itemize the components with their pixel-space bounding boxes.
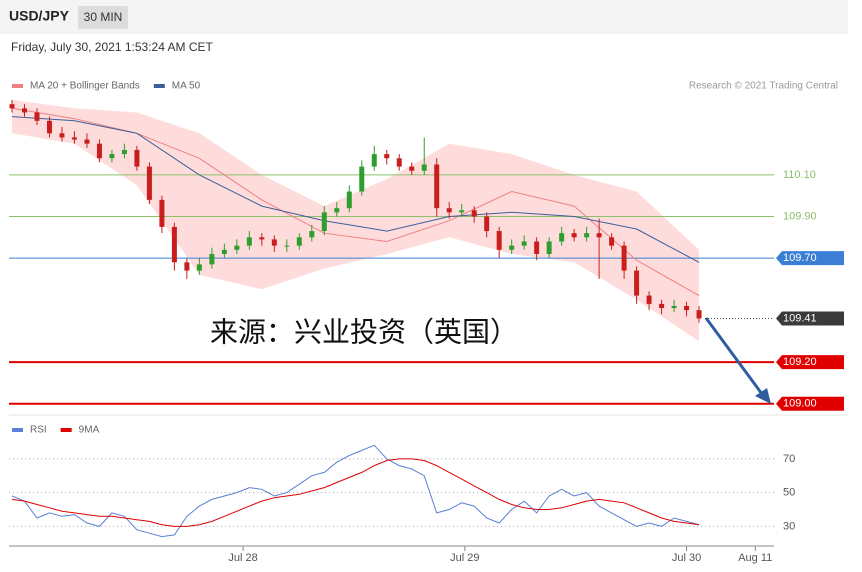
level-badge [776,355,844,370]
candle-body [96,143,102,159]
candle-body [459,210,465,213]
x-tick-label: Jul 30 [672,552,701,564]
candle-body [584,233,590,238]
level-label: 109.20 [783,356,817,368]
candle-body [171,226,177,263]
candle-body [334,208,340,213]
candle-body [484,216,490,232]
legend-swatch [12,84,23,88]
y-tick-label: 30 [783,520,795,532]
candle-body [359,166,365,192]
candle-body [296,237,302,246]
ma-line [11,116,700,263]
candle-body [46,120,52,134]
candle-body [634,270,640,296]
candle-body [134,149,140,167]
candle-body [234,245,240,250]
y-tick-label: 70 [783,453,795,465]
candle-body [496,231,502,250]
candle-body [184,262,190,271]
level-badge [776,396,844,411]
candle-body [84,139,90,144]
candle-body [409,166,415,171]
level-badge [776,251,844,266]
candle-body [196,264,202,271]
candle-body [521,241,527,246]
legend-label: MA 20 + Bollinger Bands [30,81,140,92]
indicator-line [11,458,700,527]
candle-body [434,164,440,209]
candle-body [259,237,265,240]
candle-body [596,233,602,238]
legend-label: 9MA [79,425,100,436]
forecast-arrow [704,317,764,395]
candle-body [684,305,690,311]
candle-body [371,154,377,167]
candle-body [571,233,577,238]
level-label: 109.41 [783,312,817,324]
candle-body [659,303,665,309]
symbol: USD/JPY [9,8,70,24]
candle-body [34,112,40,121]
legend-label: MA 50 [172,81,201,92]
legend-swatch [60,428,72,432]
x-tick-label: Aug 11 [738,552,772,564]
candle-body [384,154,390,159]
legend-label: RSI [30,425,47,436]
level-badge [776,311,844,326]
candle-body [121,149,127,155]
candle-body [159,199,165,227]
x-tick-label: Jul 29 [450,552,479,564]
legend-swatch [12,428,23,432]
datetime: Friday, July 30, 2021 1:53:24 AM CET [11,40,214,54]
candle-body [21,108,27,113]
level-label: 109.90 [783,210,817,222]
candle-body [534,241,540,254]
credit: Research © 2021 Trading Central [689,81,838,92]
candle-body [271,239,277,246]
level-label: 109.70 [783,252,817,264]
legend-swatch [153,84,165,88]
plots: MA 20 + Bollinger Bands MA 50 110.10 109.90… [9,81,844,564]
candle-body [209,253,215,265]
candle-body [559,233,565,242]
candle-body [446,208,452,213]
candle-body [59,133,65,138]
indicator-line [11,444,700,538]
candle-body [9,104,15,109]
y-tick-label: 50 [783,487,795,499]
candle-body [346,191,352,209]
candle-body [509,245,515,250]
candle-body [109,154,115,159]
candle-body [221,249,227,254]
candle-body [646,295,652,304]
candle-body [284,245,290,247]
forecast-arrowhead [755,388,771,404]
top-bar [0,0,848,34]
candle-body [146,166,152,200]
candle-body [421,164,427,171]
level-label: 109.00 [783,398,817,410]
level-label: 110.10 [783,169,816,181]
bollinger-band [12,100,699,342]
candle-body [396,158,402,167]
candle-body [71,137,77,140]
candle-body [696,310,702,319]
candle-body [546,241,552,254]
candle-body [671,305,677,309]
candle-body [309,231,315,238]
candle-body [621,245,627,271]
timeframe-button[interactable] [78,6,128,29]
candle-body [609,237,615,246]
watermark: 来源：兴业投资（英国） [210,316,518,347]
candle-body [471,210,477,217]
candle-body [321,212,327,232]
candle-body [246,237,252,246]
timeframe[interactable]: 30 MIN [84,10,123,24]
x-tick-label: Jul 28 [228,552,257,564]
